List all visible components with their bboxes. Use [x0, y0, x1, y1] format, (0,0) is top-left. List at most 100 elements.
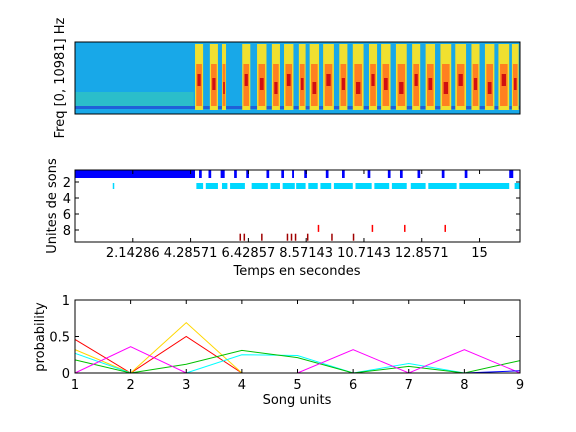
spectrogram-segment-peak: [326, 74, 331, 86]
unit-mark: [308, 183, 318, 189]
units-xtick-label: 2.14286: [106, 246, 160, 261]
unit-mark: [199, 170, 202, 178]
unit-mark: [441, 170, 445, 178]
units-plot-area: [75, 170, 520, 242]
units-xtick-label: 15: [471, 246, 488, 261]
units-xtick-label: 12.8571: [395, 246, 449, 261]
unit-mark: [367, 170, 371, 178]
probability-xtick-label: 6: [349, 378, 357, 393]
unit-mark: [428, 183, 457, 189]
spectrogram-segment-peak: [458, 74, 463, 86]
probability-ytick-label: 0.5: [49, 331, 70, 346]
units-xtick-label: 4.28571: [164, 246, 218, 261]
unit-mark: [333, 183, 353, 189]
spectrogram-segment-peak: [414, 74, 418, 86]
spectrogram-segment-peak: [487, 82, 492, 94]
unit-mark: [246, 170, 249, 178]
probability-xtick-label: 5: [293, 378, 301, 393]
probability-xtick-label: 9: [516, 378, 524, 393]
spectrogram-segment-peak: [399, 82, 404, 94]
unit-mark: [282, 183, 295, 189]
units-ytick-label: 6: [63, 208, 71, 223]
spectrogram-segment-peak: [513, 78, 517, 90]
probability-xtick-label: 8: [460, 378, 468, 393]
spectrogram-segment-peak: [473, 78, 478, 90]
probability-series-line: [74, 349, 521, 374]
probability-xtick-label: 7: [405, 378, 413, 393]
unit-mark: [286, 233, 289, 241]
spectrogram-segment-peak: [286, 74, 291, 86]
units-ytick-label: 2: [63, 176, 71, 191]
unit-mark: [234, 170, 237, 178]
unit-mark: [325, 170, 329, 178]
unit-mark: [266, 170, 270, 178]
unit-mark: [239, 233, 242, 241]
spectrogram-segment-peak: [383, 78, 388, 90]
unit-mark: [444, 224, 446, 232]
spectrogram-segment-peak: [223, 82, 225, 94]
probability-xtick-label: 1: [71, 378, 79, 393]
unit-mark: [75, 170, 196, 178]
unit-mark: [243, 233, 246, 241]
unit-mark: [205, 183, 218, 189]
unit-mark: [374, 183, 390, 189]
spectrogram-segment-peak: [259, 78, 264, 90]
spectrogram-segment-peak: [428, 78, 433, 90]
unit-mark: [342, 170, 345, 178]
probability-xtick-label: 2: [126, 378, 134, 393]
unit-mark: [208, 170, 212, 178]
spectrogram-frame: [74, 41, 521, 115]
spectrogram-baseline: [75, 106, 520, 109]
units-ytick-label: 8: [63, 224, 71, 239]
unit-mark: [464, 170, 468, 178]
probability-panel: 0 0.5 1 1 2 3 4 5 6 7 8 9 probability Song units: [33, 294, 524, 408]
spectrogram-panel: Freq [0, 10981] Hz: [53, 17, 521, 138]
units-xtick-label: 6.42857: [221, 246, 275, 261]
unit-mark: [399, 170, 403, 178]
probability-xtick-label: 3: [182, 378, 190, 393]
probability-ytick-label: 0: [62, 367, 70, 382]
probability-xlabel: Song units: [263, 393, 332, 408]
probability-ytick-label: 1: [62, 294, 70, 309]
unit-mark: [292, 170, 294, 178]
spectrogram-segment-peak: [212, 78, 216, 90]
unit-mark: [270, 183, 280, 189]
unit-mark: [417, 170, 421, 178]
units-xtick-label: 8.57143: [279, 246, 333, 261]
unit-mark: [514, 183, 520, 189]
spectrogram-segment-peak: [300, 78, 304, 90]
unit-mark: [294, 233, 297, 241]
unit-mark: [261, 233, 263, 241]
unit-mark: [304, 170, 307, 178]
units-xlabel: Temps en secondes: [232, 264, 360, 279]
unit-mark: [371, 224, 374, 232]
unit-mark: [281, 170, 285, 178]
spectrogram-segment-peak: [274, 82, 278, 94]
spectrogram-segment-peak: [244, 74, 248, 86]
spectrogram-segment-peak: [197, 74, 201, 86]
unit-mark: [296, 183, 306, 189]
units-frame: [74, 169, 521, 243]
unit-mark: [331, 233, 333, 241]
unit-mark: [410, 183, 426, 189]
unit-mark: [290, 233, 293, 241]
unit-mark: [221, 183, 228, 189]
unit-mark: [320, 183, 332, 189]
unit-mark: [459, 183, 510, 189]
spectrogram-segment-peak: [341, 78, 345, 90]
spectrogram-segment-peak: [312, 82, 317, 94]
unit-mark: [317, 224, 320, 232]
unit-mark: [391, 183, 407, 189]
units-ylabel: Unites de sons: [45, 158, 60, 254]
unit-mark: [404, 224, 406, 232]
spectrogram-segment-peak: [501, 74, 506, 86]
unit-mark: [509, 170, 514, 178]
unit-mark: [251, 183, 268, 189]
unit-mark: [230, 183, 245, 189]
probability-ylabel: probability: [33, 302, 48, 372]
units-xtick-label: 10.7143: [337, 246, 391, 261]
spectrogram-lowband: [75, 92, 194, 108]
unit-mark: [306, 233, 309, 241]
